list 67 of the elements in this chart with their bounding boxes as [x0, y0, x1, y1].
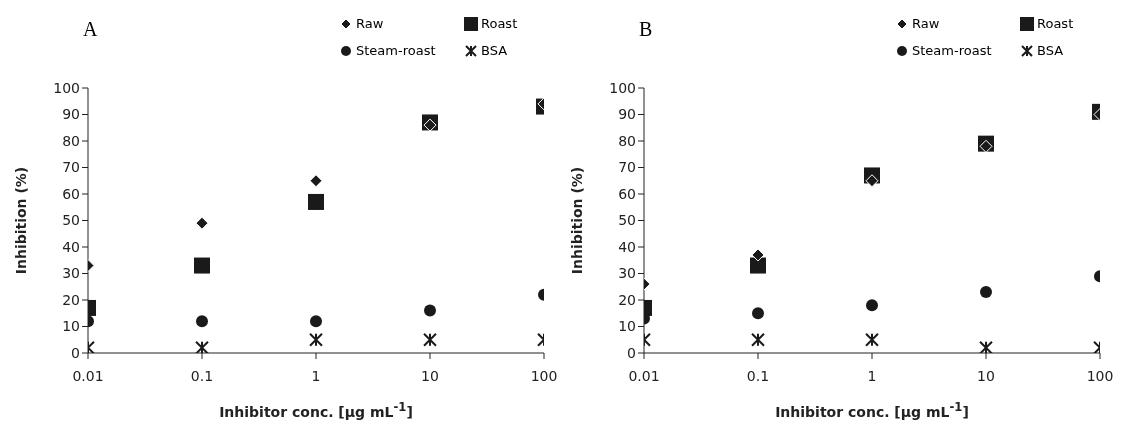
point [979, 340, 993, 353]
y-tick-label: 10 [62, 318, 80, 335]
x-tick-label: 0.1 [190, 367, 214, 384]
x-tick-label: 10 [977, 367, 995, 384]
x-tick-label: 100 [530, 367, 558, 384]
x-tick-label: 1 [311, 367, 321, 384]
legend-label: Steam-roast [356, 43, 436, 58]
y-tick-label: 90 [62, 106, 80, 123]
y-tick-label: 0 [627, 344, 636, 361]
y-tick-label: 30 [618, 265, 636, 282]
legend-label: Roast [1037, 16, 1074, 31]
x-tick-label: 0.1 [746, 367, 770, 384]
y-tick-label: 80 [62, 132, 80, 149]
y-tick-label: 10 [618, 318, 636, 335]
y-axis-title: Inhibition (%) [12, 166, 29, 275]
y-tick-label: 50 [62, 212, 80, 229]
y-tick-label: 80 [618, 132, 636, 149]
point [195, 340, 209, 353]
point [751, 332, 765, 347]
point [309, 332, 323, 347]
chart-title: A [83, 18, 98, 41]
point [196, 315, 208, 328]
x-tick-label: 10 [421, 367, 439, 384]
point [979, 139, 993, 153]
legend-label: Raw [912, 16, 940, 31]
y-tick-label: 90 [618, 106, 636, 123]
y-tick-label: 60 [618, 185, 636, 202]
point [865, 332, 879, 347]
y-tick-label: 50 [618, 212, 636, 229]
x-tick-label: 0.01 [628, 367, 660, 384]
chart-title: B [639, 18, 653, 41]
legend-label: Raw [356, 16, 384, 31]
y-tick-label: 20 [618, 291, 636, 308]
x-tick-label: 0.01 [72, 367, 104, 384]
point [309, 174, 323, 188]
y-tick-label: 70 [62, 159, 80, 176]
point [752, 307, 764, 320]
x-axis-title: Inhibitor conc. [μg mL$^{-1}$] [218, 400, 414, 420]
point [310, 315, 322, 328]
legend-label: BSA [1037, 43, 1064, 58]
point [866, 299, 878, 312]
y-tick-label: 100 [609, 79, 636, 96]
y-tick-label: 20 [62, 291, 80, 308]
y-tick-label: 40 [62, 238, 80, 255]
point [424, 304, 436, 317]
y-tick-label: 100 [53, 79, 80, 96]
point [195, 216, 209, 230]
point [750, 257, 766, 274]
y-tick-label: 40 [618, 238, 636, 255]
x-tick-label: 1 [867, 367, 877, 384]
x-axis-title: Inhibitor conc. [μg mL$^{-1}$] [774, 400, 970, 420]
y-axis-title: Inhibition (%) [568, 166, 585, 275]
point [751, 248, 765, 262]
legend-label: Roast [481, 16, 518, 31]
y-tick-label: 0 [71, 344, 80, 361]
point [980, 286, 992, 299]
y-tick-label: 30 [62, 265, 80, 282]
y-tick-label: 60 [62, 185, 80, 202]
x-tick-label: 100 [1086, 367, 1114, 384]
point [194, 257, 210, 274]
point [308, 193, 324, 210]
point [423, 332, 437, 347]
legend-label: BSA [481, 43, 508, 58]
point [423, 118, 437, 132]
legend-label: Steam-roast [912, 43, 992, 58]
y-tick-label: 70 [618, 159, 636, 176]
point [865, 174, 879, 188]
